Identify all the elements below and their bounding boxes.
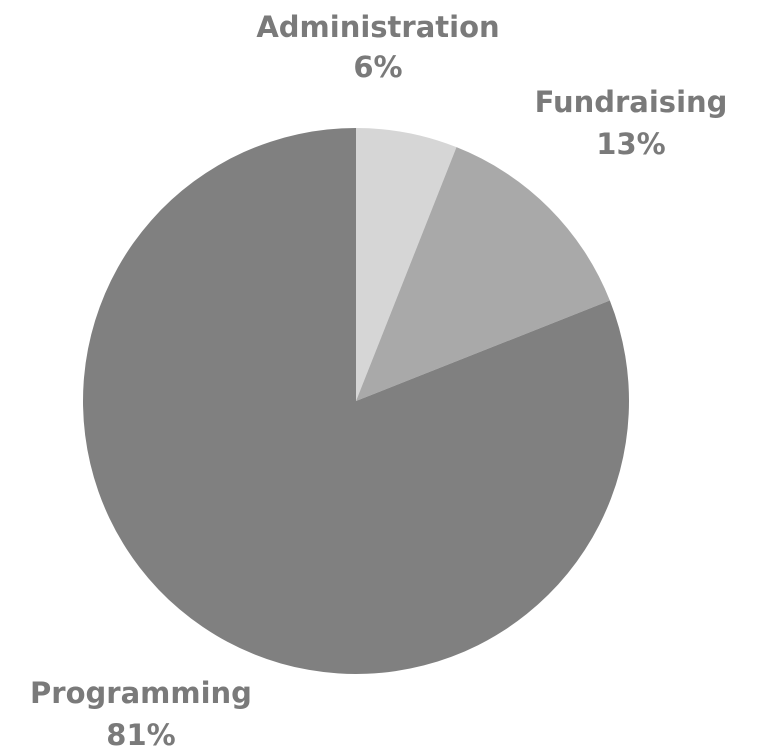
slice-label-administration: Administration bbox=[256, 10, 499, 44]
slice-label-fundraising: Fundraising bbox=[535, 85, 728, 119]
pie-slice-administration bbox=[356, 128, 457, 401]
slice-percent-fundraising: 13% bbox=[596, 127, 665, 161]
slice-percent-programming: 81% bbox=[106, 718, 175, 752]
pie-slice-fundraising bbox=[356, 147, 610, 401]
slice-percent-administration: 6% bbox=[353, 50, 402, 84]
pie-labels: Administration 6% Fundraising 13% Programmin… bbox=[30, 10, 727, 752]
pie-slices bbox=[83, 128, 630, 674]
pie-slice-programming bbox=[83, 128, 630, 674]
slice-label-programming: Programming bbox=[30, 676, 252, 710]
